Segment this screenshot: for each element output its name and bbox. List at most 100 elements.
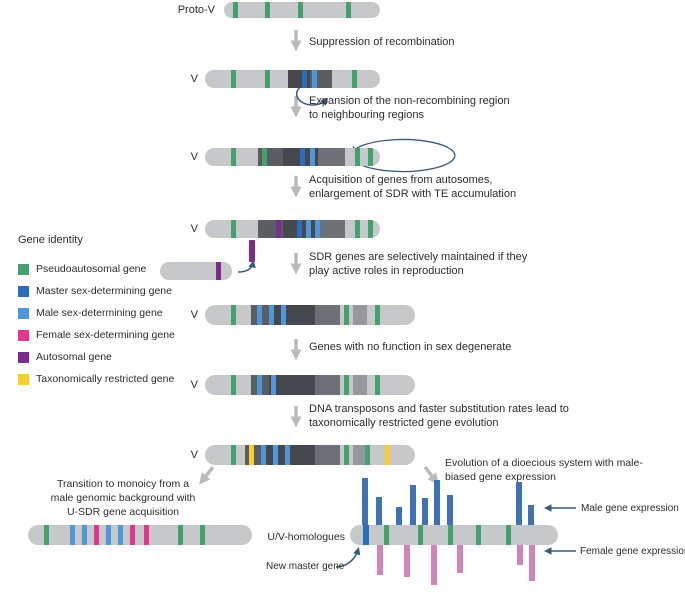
gene-band-male <box>257 375 262 395</box>
chromosome-proto-v <box>224 2 380 18</box>
legend-item: Male sex-determining gene <box>18 302 208 324</box>
gene-band-male <box>285 445 290 465</box>
label-v-4: V <box>190 309 198 321</box>
gene-band-male <box>315 220 320 238</box>
gene-band-green <box>448 525 453 545</box>
legend-label: Female sex-determining gene <box>36 329 175 341</box>
sdr-region <box>318 220 345 238</box>
gene-band-green <box>355 148 360 166</box>
chromosome-v-stage-3 <box>205 220 380 238</box>
branch-right-caption: Evolution of a dioecious system with mal… <box>445 457 643 483</box>
label-v-3: V <box>190 223 198 235</box>
stage-caption-5: Genes with no function in sex degenerate <box>309 341 512 353</box>
label-uv-homologues: U/V-homologues <box>267 531 345 543</box>
male-expression-bar <box>410 485 416 525</box>
stage-caption-4: SDR genes are selectively maintained if … <box>309 251 528 277</box>
gene-band-green <box>265 2 270 18</box>
legend-label: Pseudoautosomal gene <box>36 263 147 275</box>
sdr-region <box>353 445 365 465</box>
sdr-region <box>353 305 367 325</box>
male-expression-bar <box>516 482 522 525</box>
gene-band-green <box>418 525 423 545</box>
gene-band-green <box>231 220 236 238</box>
female-expression-bar <box>457 545 463 573</box>
gene-band-female <box>94 525 99 545</box>
gene-band-green <box>344 375 349 395</box>
legend-items: Pseudoautosomal gene Master sex-determini… <box>18 258 208 390</box>
gene-band-female <box>144 525 149 545</box>
chromosome-v-stage-4 <box>205 305 415 325</box>
chromosome-monoicous <box>28 525 252 545</box>
gene-band-autosomal <box>249 240 255 262</box>
gene-band-green <box>231 375 236 395</box>
legend-label: Male sex-determining gene <box>36 307 163 319</box>
male-expression-bar <box>362 478 368 525</box>
autosomal-gene-insert <box>249 240 255 262</box>
gene-band-green <box>298 2 303 18</box>
gene-band-male <box>281 305 286 325</box>
sdr-region <box>318 148 345 166</box>
female-expression-bar <box>517 545 523 565</box>
male-expression-bar <box>396 507 402 525</box>
male-expression-bar <box>434 480 440 525</box>
gene-band-male <box>269 305 274 325</box>
label-proto-v: Proto-V <box>177 4 215 16</box>
label-new-master-gene: New master gene <box>266 561 345 572</box>
sdr-region <box>315 445 340 465</box>
gene-band-male <box>118 525 123 545</box>
gene-band-male <box>70 525 75 545</box>
gene-band-green <box>231 305 236 325</box>
legend-label: Master sex-determining gene <box>36 285 172 297</box>
legend-item: Autosomal gene <box>18 346 208 368</box>
gene-band-green <box>368 220 373 238</box>
chromosome-v-stage-6 <box>205 445 415 465</box>
legend-swatch-master <box>18 285 29 297</box>
gene-band-green <box>368 148 373 166</box>
sdr-region <box>269 375 315 395</box>
gene-band-male <box>312 70 317 88</box>
stage-caption-1: Suppression of recombination <box>309 36 455 48</box>
label-male-expression: Male gene expression <box>581 503 679 514</box>
chromosome-v-stage-2 <box>205 148 380 166</box>
stage-caption-2: Expansion of the non-recombining region … <box>309 95 510 121</box>
gene-band-male <box>273 445 278 465</box>
gene-band-master <box>297 220 302 238</box>
legend-item: Taxonomically restricted gene <box>18 368 208 390</box>
female-expression-bar <box>377 545 383 575</box>
gene-band-male <box>257 305 262 325</box>
gene-band-male <box>310 148 315 166</box>
legend-swatch-autosomal <box>18 351 29 363</box>
male-expression-bars <box>350 470 558 525</box>
gene-band-green <box>231 148 236 166</box>
gene-band-male <box>106 525 111 545</box>
legend: Gene identity Pseudoautosomal gene Master… <box>18 234 208 390</box>
sdr-region <box>315 305 340 325</box>
chromosome-v-stage-5 <box>205 375 415 395</box>
gene-band-master <box>363 525 369 545</box>
male-expression-bar <box>376 497 382 525</box>
legend-swatch-male <box>18 307 29 319</box>
gene-band-green <box>262 148 267 166</box>
label-v-1: V <box>190 73 198 85</box>
gene-band-yellow <box>385 445 390 465</box>
gene-band-green <box>346 2 351 18</box>
legend-item: Female sex-determining gene <box>18 324 208 346</box>
autosome-fragment <box>160 262 232 280</box>
legend-item: Pseudoautosomal gene <box>18 258 208 280</box>
gene-band-green <box>233 2 238 18</box>
chromosome-v-stage-1 <box>205 70 380 88</box>
legend-label: Autosomal gene <box>36 351 112 363</box>
gene-band-green <box>506 525 511 545</box>
branch-left-arrow <box>199 465 215 485</box>
label-v-2: V <box>190 151 198 163</box>
gene-band-yellow <box>249 445 254 465</box>
gene-band-green <box>352 70 357 88</box>
gene-band-green <box>344 445 349 465</box>
gene-band-green <box>375 305 380 325</box>
gene-band-green <box>476 525 481 545</box>
female-expression-bar <box>404 545 410 577</box>
sdr-region <box>353 375 367 395</box>
gene-band-green <box>44 525 49 545</box>
gene-band-green <box>231 70 236 88</box>
